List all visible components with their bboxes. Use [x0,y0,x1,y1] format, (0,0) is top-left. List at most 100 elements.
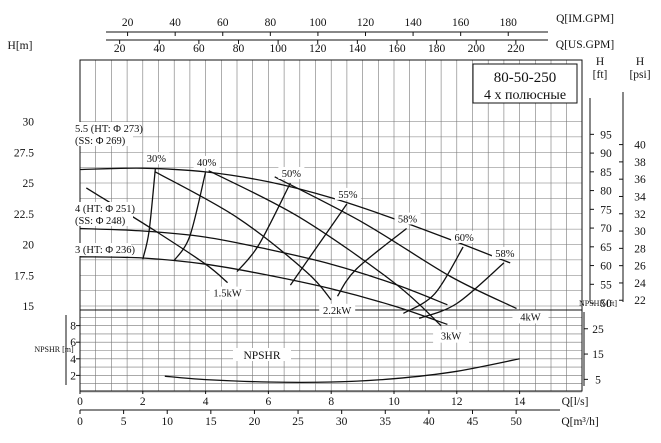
flow-imgpm-tick-label: 120 [357,17,375,29]
head-m-tick-label: 27.5 [14,147,34,159]
head-ft-tick-label: 60 [600,261,612,273]
head-ft-tick-label: 50 [600,298,612,310]
npshr-label-bg [233,348,291,361]
head-curve-label-secondary: (SS: Φ 269) [75,136,126,147]
head-psi-tick-label: 36 [634,174,646,186]
power-label: 1.5kW [213,289,241,300]
head-ft-axis-label-top: H [596,56,604,68]
flow-m3h-tick-label: 30 [336,416,348,428]
chart-title: 80-50-250 [494,70,557,86]
efficiency-line [418,262,505,319]
head-psi-axis-label-top: H [636,56,644,68]
curves [79,167,520,384]
flow-m3h-tick-label: 35 [380,416,392,428]
flow-imgpm-tick-label: 20 [122,17,134,29]
head-m-tick-label: 20 [23,240,35,252]
flow-usgpm-tick-label: 60 [193,43,205,55]
flow-usgpm-tick-label: 200 [468,43,486,55]
head-ft-tick-label: 55 [600,279,612,291]
head-ft-tick-label: 85 [600,167,612,179]
efficiency-label-bg [451,230,478,243]
head-m-tick-label: 15 [23,301,35,313]
head-curve-label-bg [61,122,131,135]
flow-usgpm-tick-label: 120 [309,43,327,55]
power-label: 3kW [441,332,462,343]
head-ft-tick-label: 90 [600,148,612,160]
power-label-bg [319,303,356,317]
npshr-ft-tick-label: 25 [592,324,604,336]
efficiency-label-bg [491,246,518,259]
flow-m3h-tick-label: 5 [121,416,127,428]
efficiency-label: 55% [338,190,358,201]
flow-usgpm-tick-label: 80 [233,43,245,55]
flow-m3h-tick-label: 0 [77,416,83,428]
head-psi-tick-label: 32 [634,209,646,221]
head-psi-tick-label: 24 [634,278,646,290]
power-line [208,170,442,327]
npshr-m-tick-label: 4 [70,354,76,366]
head-psi-tick-label: 40 [634,140,646,152]
head-curve-label: 4 (HT: Φ 251) [75,204,135,215]
head-curve [79,167,511,264]
flow-usgpm-tick-label: 20 [114,43,126,55]
efficiency-label: 50% [282,169,302,180]
flow-usgpm-tick-label: 40 [153,43,165,55]
npshr-ft-tick-label: 5 [595,374,601,386]
npshr-m-tick-label: 6 [70,337,76,349]
efficiency-label-bg [334,187,361,200]
flow-ls-axis-label: Q[l/s] [562,396,589,408]
efficiency-label: 30% [147,154,167,165]
npshr-curve [164,358,520,384]
head-ft-tick-label: 65 [600,242,612,254]
chart-subtitle: 4 x полюсные [484,88,566,103]
flow-m3h-tick-label: 25 [292,416,304,428]
flow-ls-tick-label: 4 [203,396,209,408]
efficiency-label-bg [278,167,305,179]
power-label: 4kW [520,312,541,323]
flow-m3h-tick-label: 20 [249,416,261,428]
efficiency-line [142,168,157,260]
flow-imgpm-tick-label: 160 [452,17,470,29]
efficiency-line [336,227,408,297]
flow-m3h-tick-label: 40 [423,416,435,428]
head-m-tick-label: 17.5 [14,270,34,282]
efficiency-label: 58% [495,249,515,260]
head-psi-axis-label: [psi] [629,69,650,81]
flow-imgpm-tick-label: 40 [169,17,181,29]
head-m-tick-label: 30 [23,117,35,129]
head-ft-tick-label: 70 [600,223,612,235]
flow-imgpm-axis-label: Q[IM.GPM] [556,13,614,25]
flow-m3h-tick-label: 15 [205,416,217,428]
flow-imgpm-tick-label: 180 [500,17,518,29]
flow-ls-tick-label: 14 [514,396,526,408]
efficiency-label: 58% [398,215,418,226]
flow-imgpm-tick-label: 60 [217,17,229,29]
npshr-ft-axis-label: NPSHR [ft] [579,299,617,308]
power-label: 2.2kW [323,306,351,317]
head-m-axis-label: H[m] [8,40,33,52]
head-curve-label-bg [61,202,131,215]
title-box: 80-50-250 4 x полюсные [472,63,578,104]
flow-ls-tick-label: 0 [77,396,83,408]
flow-usgpm-tick-label: 100 [269,43,287,55]
head-curve [79,227,448,306]
flow-ls-tick-label: 2 [140,396,146,408]
head-ft-tick-label: 75 [600,204,612,216]
flow-imgpm-tick-label: 140 [404,17,422,29]
flow-usgpm-axis-label: Q[US.GPM] [556,39,614,51]
head-psi-tick-label: 28 [634,243,646,255]
flow-usgpm-tick-label: 180 [428,43,446,55]
flow-ls-tick-label: 6 [266,396,272,408]
head-curve-label-bg [61,243,131,256]
npshr-ft-tick-label: 15 [592,349,604,361]
efficiency-label-bg [143,152,170,165]
flow-usgpm-tick-label: 140 [349,43,367,55]
head-curve-label-secondary: (SS: Φ 248) [75,216,126,227]
efficiency-line [403,246,464,314]
efficiency-line [173,171,207,261]
npshr-m-axis-label: NPSHR [m] [34,345,74,354]
efficiency-line [289,203,348,286]
head-psi-tick-label: 34 [634,191,646,203]
